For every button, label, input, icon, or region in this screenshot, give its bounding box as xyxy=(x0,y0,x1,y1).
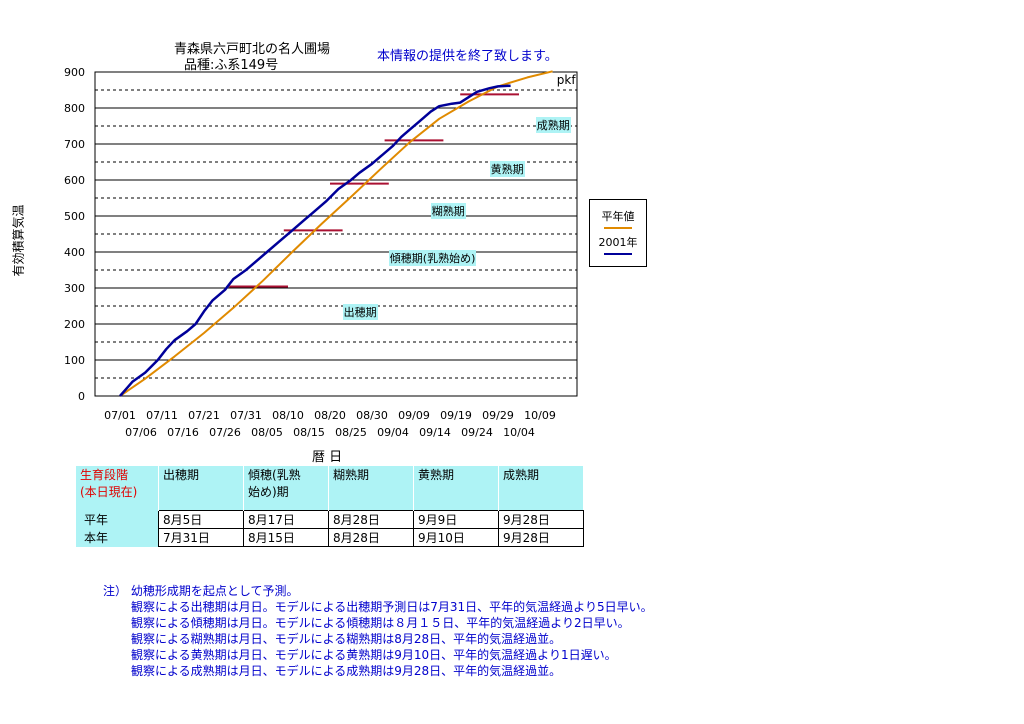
x-tick-label: 09/14 xyxy=(419,426,451,439)
y-tick-label: 800 xyxy=(64,102,85,115)
y-tick-label: 400 xyxy=(64,246,85,259)
series-line-2001 xyxy=(119,84,511,397)
x-axis-label: 暦 日 xyxy=(312,450,343,465)
notes: 注） 幼穂形成期を起点として予測。 観察による出穂期は月日。モデルによる出穂期予… xyxy=(103,583,653,679)
series-line-normal xyxy=(119,70,553,397)
table-cell: 9月10日 xyxy=(413,528,499,547)
table-cell: 7月31日 xyxy=(158,528,244,547)
stage-annotation-label: 傾穂期(乳熟始め) xyxy=(388,250,477,267)
legend-label-normal: 平年値 xyxy=(601,210,635,223)
row-label-normal: 平年 xyxy=(76,510,159,529)
pkf-annotation: pkf xyxy=(556,72,576,87)
table-header-inclined: 傾穂(乳熟 始め)期 xyxy=(243,466,329,511)
x-tick-label: 07/01 xyxy=(104,409,136,422)
legend-label-2001: 2001年 xyxy=(598,236,638,249)
chart-subtitle: 品種:ふ系149号 xyxy=(184,58,279,73)
table-cell: 8月28日 xyxy=(328,528,414,547)
legend: 平年値 2001年 xyxy=(589,199,647,267)
y-tick-label: 700 xyxy=(64,138,85,151)
y-tick-label: 100 xyxy=(64,354,85,367)
table-row: 本年 7月31日 8月15日 8月28日 9月10日 9月28日 xyxy=(76,528,584,547)
stage-annotation-label: 糊熟期 xyxy=(430,202,466,219)
x-tick-label: 08/05 xyxy=(251,426,283,439)
x-tick-label: 09/24 xyxy=(461,426,493,439)
x-tick-label: 07/11 xyxy=(146,409,178,422)
note-line: 観察による成熟期は月日、モデルによる成熟期は9月28日、平年的気温経過並。 xyxy=(131,664,562,678)
x-tick-label: 08/10 xyxy=(272,409,304,422)
note-line: 注） 幼穂形成期を起点として予測。 xyxy=(103,584,299,598)
y-axis-label: 有効積算気温 xyxy=(11,204,26,277)
chart-title: 青森県六戸町北の名人圃場 xyxy=(174,42,331,57)
y-tick-label: 600 xyxy=(64,174,85,187)
table-header-row: 生育段階 (本日現在) 出穂期 傾穂(乳熟 始め)期 糊熟期 黄熟期 成熟期 xyxy=(76,466,583,511)
x-tick-label: 07/21 xyxy=(188,409,220,422)
table-cell: 8月17日 xyxy=(243,510,329,529)
legend-swatch-normal xyxy=(604,227,632,229)
x-tick-label: 10/04 xyxy=(503,426,535,439)
y-tick-label: 0 xyxy=(78,390,85,403)
table-row: 平年 8月5日 8月17日 8月28日 9月9日 9月28日 xyxy=(76,510,584,529)
x-tick-label: 08/15 xyxy=(293,426,325,439)
x-tick-label: 07/16 xyxy=(167,426,199,439)
note-line: 観察による傾穂期は月日。モデルによる傾穂期は８月１５日、平年的気温経過より2日早… xyxy=(131,616,630,630)
table-header-heading: 出穂期 xyxy=(158,466,244,511)
note-line: 観察による黄熟期は月日、モデルによる黄熟期は9月10日、平年的気温経過より1日遅… xyxy=(131,648,617,662)
end-of-service-notice: 本情報の提供を終了致します。 xyxy=(377,49,558,64)
stage-annotation-label: 出穂期 xyxy=(342,304,378,321)
table-cell: 9月9日 xyxy=(413,510,499,529)
stage-annotation-label: 成熟期 xyxy=(535,117,571,134)
accumulated-temperature-chart: 0 100 200 300 400 500 600 700 800 900 07/01 07/11 0… xyxy=(64,66,578,439)
x-tick-label: 09/09 xyxy=(398,409,430,422)
x-tick-label: 08/30 xyxy=(356,409,388,422)
table-cell: 8月5日 xyxy=(158,510,244,529)
table-header-mature: 成熟期 xyxy=(498,466,583,511)
x-tick-label: 09/04 xyxy=(377,426,409,439)
note-line: 観察による糊熟期は月日、モデルによる糊熟期は8月28日、平年的気温経過並。 xyxy=(131,632,562,646)
x-tick-label: 10/09 xyxy=(524,409,556,422)
x-tick-label: 09/19 xyxy=(440,409,472,422)
x-tick-label: 09/29 xyxy=(482,409,514,422)
table-cell: 9月28日 xyxy=(498,510,584,529)
x-tick-label: 07/06 xyxy=(125,426,157,439)
y-tick-label: 300 xyxy=(64,282,85,295)
note-line: 観察による出穂期は月日。モデルによる出穂期予測日は7月31日、平年的気温経過より… xyxy=(131,600,653,614)
x-tick-label: 07/31 xyxy=(230,409,262,422)
table-cell: 9月28日 xyxy=(498,528,584,547)
y-tick-label: 500 xyxy=(64,210,85,223)
table-cell: 8月15日 xyxy=(243,528,329,547)
table-header-milky: 糊熟期 xyxy=(328,466,414,511)
x-tick-label: 07/26 xyxy=(209,426,241,439)
x-tick-label: 08/20 xyxy=(314,409,346,422)
table-cell: 8月28日 xyxy=(328,510,414,529)
y-tick-label: 200 xyxy=(64,318,85,331)
legend-swatch-2001 xyxy=(604,253,632,255)
stage-annotation-label: 黄熟期 xyxy=(489,160,525,177)
x-tick-label: 08/25 xyxy=(335,426,367,439)
growth-stage-table: 生育段階 (本日現在) 出穂期 傾穂(乳熟 始め)期 糊熟期 黄熟期 成熟期 平… xyxy=(76,466,584,547)
row-label-this-year: 本年 xyxy=(76,528,159,547)
table-header-stage: 生育段階 (本日現在) xyxy=(76,466,159,511)
y-tick-label: 900 xyxy=(64,66,85,79)
table-header-yellow: 黄熟期 xyxy=(413,466,499,511)
